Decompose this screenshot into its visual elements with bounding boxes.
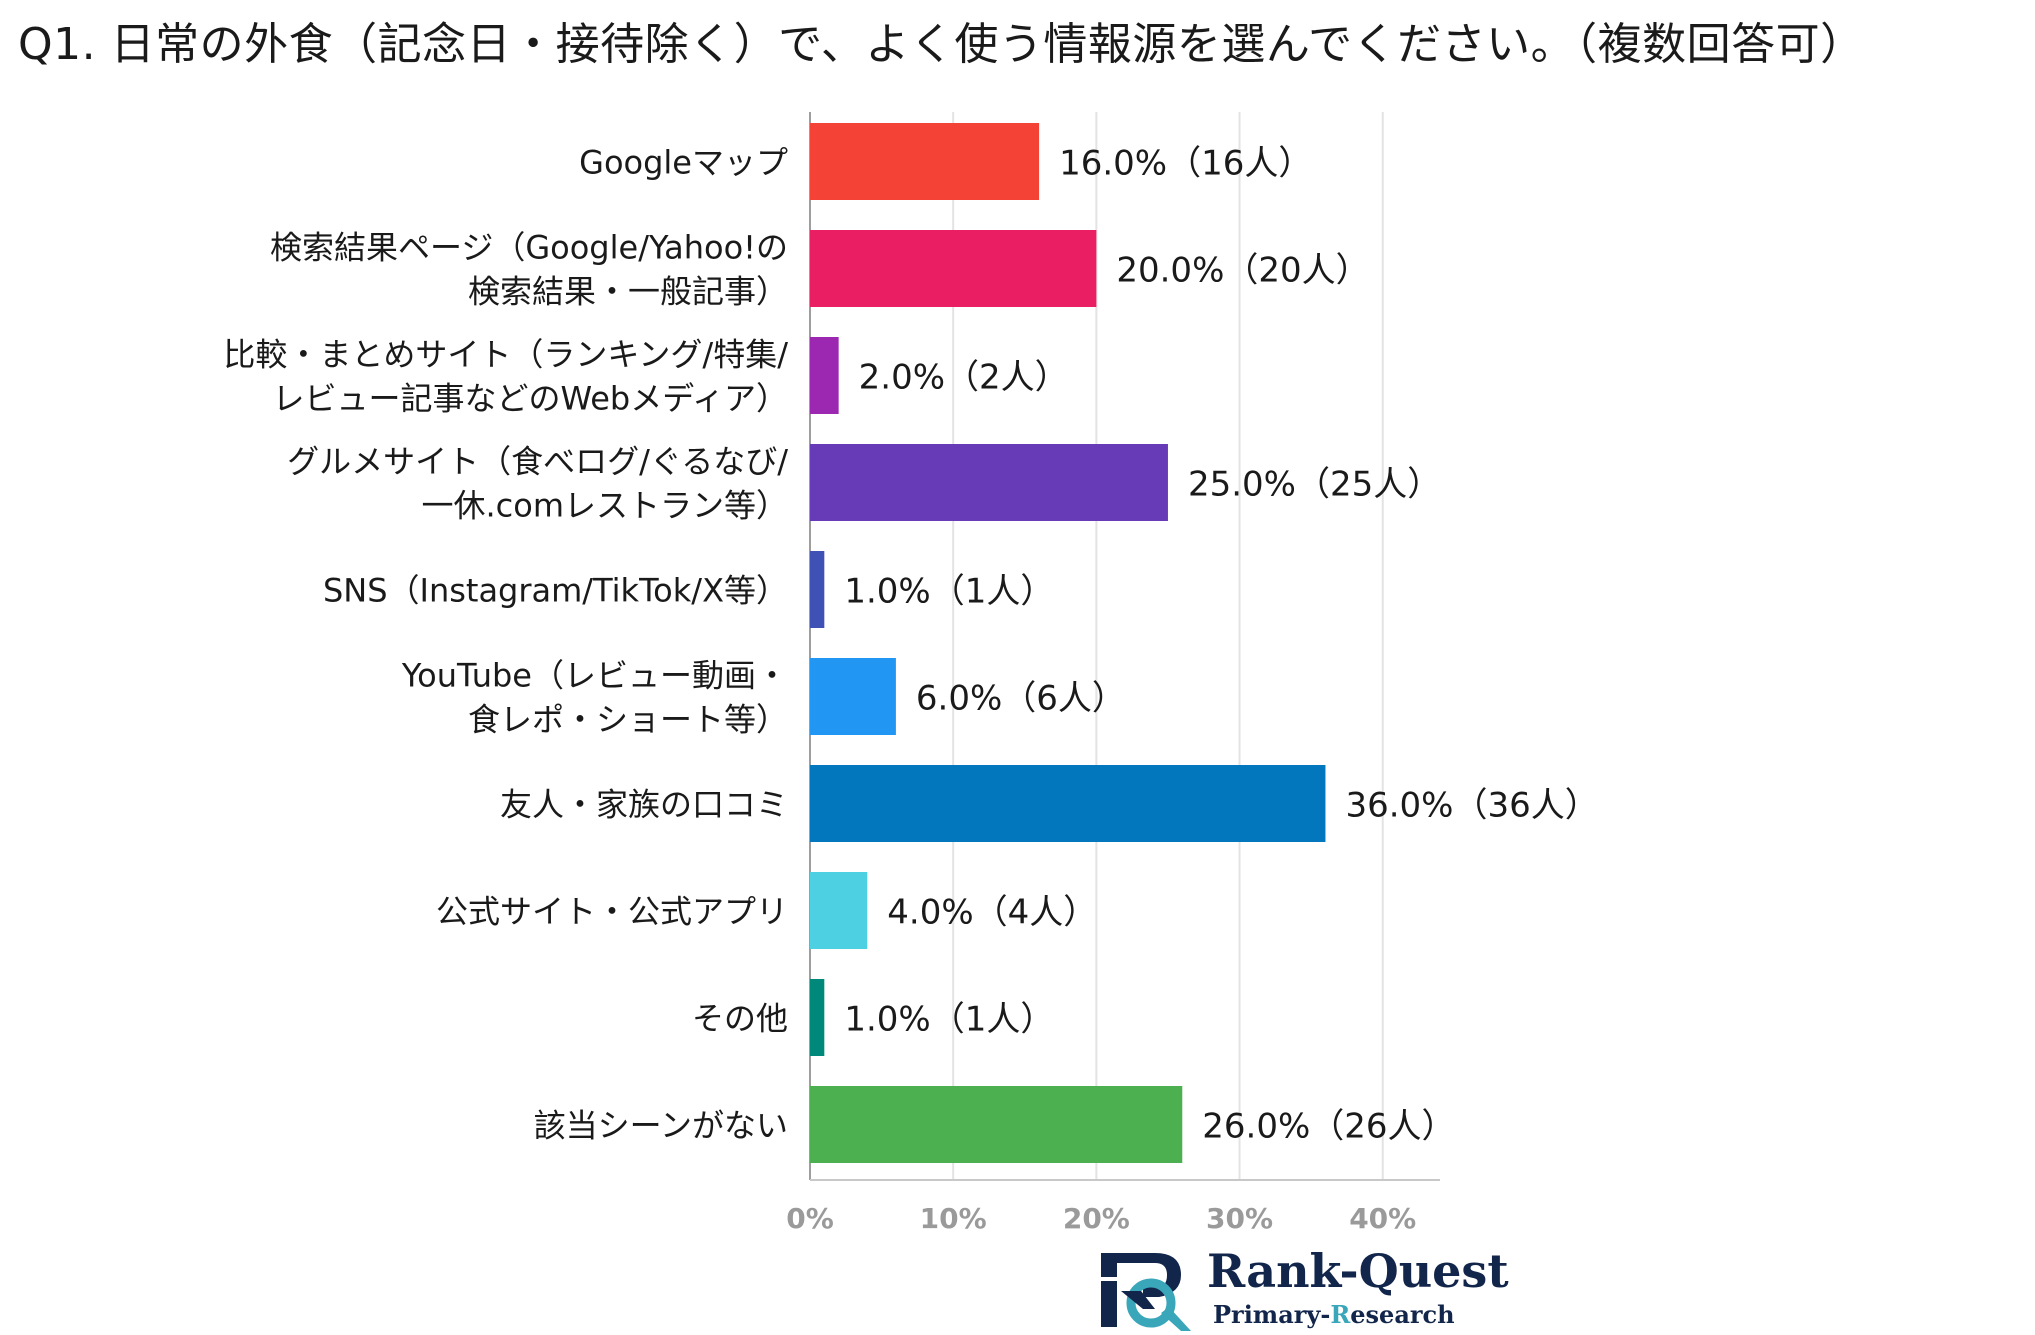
value-label-2: 20.0%（20人）: [1116, 251, 1369, 291]
value-label-5: 1.0%（1人）: [844, 572, 1054, 612]
category-label-6-line-1: YouTube（レビュー動画・: [401, 657, 788, 695]
bar-7: [810, 765, 1326, 842]
logo-subtitle: Primary-Research: [1213, 1301, 1455, 1329]
logo-name: Rank-Quest: [1207, 1244, 1509, 1298]
value-label-7: 36.0%（36人）: [1345, 786, 1598, 826]
chart-title: Q1. 日常の外食（記念日・接待除く）で、よく使う情報源を選んでください。（複数…: [18, 19, 1865, 70]
value-label-8: 4.0%（4人）: [887, 893, 1097, 933]
bar-10: [810, 1086, 1183, 1163]
bar-1: [810, 123, 1040, 200]
x-tick-label-40: 40%: [1349, 1202, 1416, 1235]
x-tick-label-10: 10%: [920, 1202, 987, 1235]
bar-3: [810, 337, 839, 414]
logo-mark-icon: [1101, 1253, 1191, 1331]
bar-4: [810, 444, 1168, 521]
category-label-8-line-1: 公式サイト・公式アプリ: [436, 893, 788, 931]
x-tick-label-30: 30%: [1206, 1202, 1273, 1235]
value-label-9: 1.0%（1人）: [844, 1000, 1054, 1040]
category-label-1-line-1: Googleマップ: [579, 144, 788, 182]
category-label-3-line-1: 比較・まとめサイト（ランキング/特集/: [223, 336, 788, 374]
category-label-9-line-1: その他: [692, 1000, 788, 1038]
x-tick-label-20: 20%: [1063, 1202, 1130, 1235]
category-label-2-line-1: 検索結果ページ（Google/Yahoo!の: [270, 229, 788, 267]
logo-subtitle-highlight: R: [1330, 1300, 1351, 1329]
rank-quest-logo: Rank-Quest Primary-Research: [1095, 1243, 1515, 1333]
value-label-1: 16.0%（16人）: [1059, 144, 1312, 184]
value-labels: 16.0%（16人） 20.0%（20人） 2.0%（2人） 25.0%（25人） 1.…: [844, 144, 1598, 1147]
category-labels: Googleマップ検索結果ページ（Google/Yahoo!の検索結果・一般記事…: [223, 144, 788, 1145]
bar-8: [810, 872, 868, 949]
logo-subtitle-suffix: esearch: [1350, 1300, 1455, 1329]
value-label-3: 2.0%（2人）: [859, 358, 1069, 398]
bar-6: [810, 658, 896, 735]
bar-2: [810, 230, 1097, 307]
x-axis-tick-labels: 0% 10% 20% 30% 40%: [786, 1202, 1416, 1235]
value-label-6: 6.0%（6人）: [916, 679, 1126, 719]
category-label-2-line-2: 検索結果・一般記事）: [468, 273, 788, 311]
category-label-6-line-2: 食レポ・ショート等）: [468, 701, 788, 739]
bar-9: [810, 979, 825, 1056]
logo-subtitle-prefix: Primary-: [1213, 1300, 1331, 1329]
category-label-4-line-1: グルメサイト（食べログ/ぐるなび/: [287, 443, 788, 481]
category-label-10-line-1: 該当シーンがない: [534, 1107, 788, 1145]
value-label-4: 25.0%（25人）: [1188, 465, 1441, 505]
category-label-5-line-1: SNS（Instagram/TikTok/X等）: [323, 572, 788, 610]
category-label-7-line-1: 友人・家族の口コミ: [500, 786, 788, 824]
bar-5: [810, 551, 825, 628]
x-tick-label-0: 0%: [786, 1202, 834, 1235]
category-label-3-line-2: レビュー記事などのWebメディア）: [272, 380, 788, 418]
bars: [810, 123, 1326, 1163]
value-label-10: 26.0%（26人）: [1202, 1107, 1455, 1147]
category-label-4-line-2: 一休.comレストラン等）: [421, 487, 788, 525]
bar-chart: Googleマップ検索結果ページ（Google/Yahoo!の検索結果・一般記事…: [223, 112, 1599, 1235]
